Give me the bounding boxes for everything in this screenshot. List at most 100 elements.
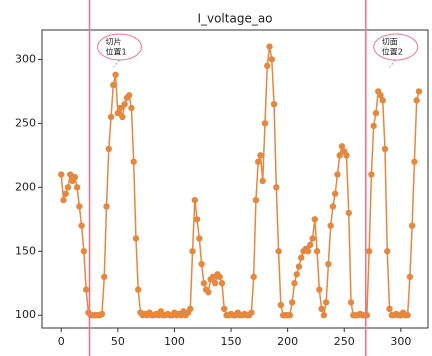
annotation: 位置2	[382, 47, 403, 57]
data-point	[110, 81, 117, 89]
data-point	[64, 184, 72, 191]
data-point	[191, 196, 199, 204]
data-point	[295, 263, 303, 270]
data-point	[329, 203, 337, 210]
data-point	[132, 235, 140, 242]
data-point	[316, 286, 323, 293]
data-point	[266, 43, 273, 50]
data-point	[327, 222, 334, 229]
data-point	[293, 271, 300, 278]
data-point	[125, 92, 133, 99]
data-point	[193, 216, 201, 223]
data-point	[114, 109, 122, 117]
x-tick-label: 0	[58, 335, 65, 348]
data-point	[347, 299, 355, 306]
data-point	[200, 280, 208, 287]
data-point	[311, 216, 319, 223]
annotation-pointer	[389, 59, 397, 68]
data-point	[76, 203, 83, 210]
data-point	[103, 203, 110, 210]
data-point	[130, 158, 137, 165]
x-tick-label: 250	[334, 335, 355, 348]
data-point	[384, 248, 391, 255]
plot-frame	[41, 29, 429, 329]
data-point	[261, 120, 269, 127]
data-point	[259, 177, 266, 185]
chart-title: I_voltage_ao	[197, 12, 272, 26]
data-point	[413, 97, 420, 104]
data-point	[408, 222, 416, 229]
data-point	[338, 143, 346, 150]
data-point	[112, 71, 119, 78]
x-tick-label: 300	[390, 335, 411, 348]
data-point	[264, 62, 271, 70]
data-point	[343, 152, 350, 159]
data-point	[196, 235, 203, 242]
y-tick-label: 200	[15, 180, 36, 193]
data-point	[128, 104, 135, 112]
x-tick-label: 150	[221, 335, 242, 348]
data-point	[98, 310, 106, 318]
data-point	[71, 173, 79, 181]
data-point	[218, 280, 226, 287]
data-point	[345, 209, 352, 217]
data-point	[270, 100, 278, 108]
data-point	[322, 299, 330, 306]
y-tick-label: 250	[15, 116, 36, 129]
data-point	[80, 248, 88, 255]
data-point	[121, 100, 128, 108]
data-point	[273, 184, 280, 191]
annotation: 切面	[382, 38, 398, 47]
data-point	[379, 97, 386, 104]
data-point	[275, 248, 282, 255]
data-point	[60, 196, 67, 204]
x-tick-label: 50	[111, 335, 125, 348]
data-point	[62, 190, 69, 197]
data-point	[105, 145, 112, 153]
data-point	[415, 88, 423, 95]
data-point	[257, 152, 264, 159]
data-point	[252, 196, 260, 204]
annotation: 切片	[106, 37, 122, 47]
data-point	[205, 288, 212, 296]
y-tick-label: 150	[15, 244, 36, 257]
data-point	[368, 171, 375, 178]
data-point	[116, 104, 124, 112]
data-point	[304, 248, 312, 255]
data-point	[377, 92, 384, 99]
data-point	[250, 273, 257, 281]
data-point	[255, 158, 262, 165]
data-point	[211, 280, 219, 287]
data-point	[73, 184, 81, 191]
data-point	[381, 145, 389, 153]
data-point	[189, 248, 196, 255]
data-point	[318, 305, 325, 313]
y-tick-label: 300	[15, 52, 36, 65]
data-point	[119, 113, 126, 121]
annotation-pointer	[113, 59, 120, 68]
data-point	[268, 56, 275, 63]
data-point	[336, 152, 343, 159]
data-point	[187, 305, 194, 313]
data-point	[370, 122, 377, 130]
data-point	[309, 235, 316, 242]
data-point	[325, 260, 332, 268]
data-point	[298, 254, 305, 261]
data-point	[404, 312, 411, 319]
annotation: 位置1	[106, 47, 127, 57]
data-point	[277, 301, 285, 309]
data-point	[406, 273, 414, 281]
y-tick-label: 100	[15, 308, 36, 321]
data-point	[248, 309, 255, 316]
data-point	[58, 171, 65, 178]
data-point	[291, 280, 298, 287]
data-point	[101, 273, 108, 281]
data-point	[198, 260, 205, 268]
x-tick-label: 200	[277, 335, 298, 348]
data-point	[372, 109, 380, 117]
x-tick-label: 100	[164, 335, 185, 348]
data-point	[331, 190, 339, 197]
data-point	[313, 248, 321, 255]
data-point	[221, 305, 228, 313]
